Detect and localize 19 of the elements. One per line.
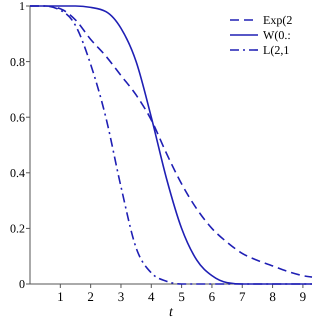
y-tick-label: 0.6	[10, 110, 25, 124]
x-tick-label: 3	[118, 289, 124, 304]
x-tick-label: 2	[87, 289, 94, 304]
legend-label: Exp(2	[263, 13, 292, 28]
x-tick-label: 5	[178, 289, 185, 304]
x-tick-label: 4	[148, 289, 156, 304]
y-tick-label: 0.8	[10, 54, 25, 69]
y-tick-label: 1	[19, 0, 25, 14]
y-tick-label: 0	[19, 277, 25, 292]
x-tick-label: 1	[57, 289, 64, 304]
x-tick-label: 7	[239, 289, 246, 304]
legend-label: W(0.:	[263, 28, 291, 42]
y-tick-label: 0.2	[10, 222, 25, 236]
x-tick-label: 9	[300, 289, 306, 304]
x-tick-label: 8	[269, 289, 276, 304]
x-axis-title: t	[169, 305, 174, 320]
x-tick-label: 6	[208, 289, 216, 304]
y-tick-label: 0.4	[10, 166, 25, 180]
legend-label: L(2,1	[263, 43, 290, 58]
